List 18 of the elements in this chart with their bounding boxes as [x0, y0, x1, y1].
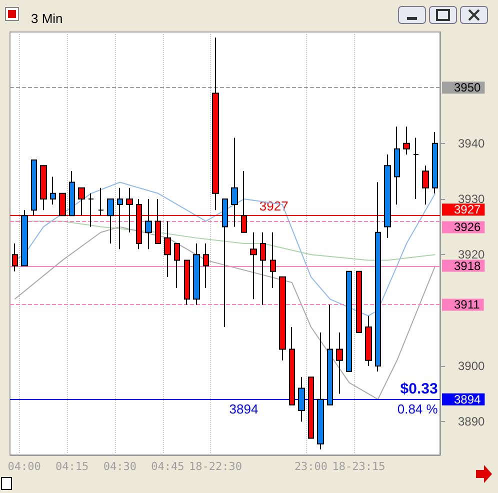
y-tick-label: 3940 [458, 136, 486, 150]
x-tick-label: 04:15 [56, 460, 89, 473]
x-tick-label: 04:30 [103, 460, 136, 473]
x-tick-label: 04:00 [8, 460, 41, 473]
ref-line-label: 3894 [454, 392, 482, 406]
ref-line-label: 3911 [454, 298, 480, 312]
x-tick-label: 18-22:30 [188, 460, 242, 473]
ref-line-label: 3950 [454, 80, 482, 95]
x-tick-label: 23:00 [294, 460, 328, 473]
y-tick-label: 3900 [458, 358, 486, 373]
y-tick-label: 3890 [458, 414, 486, 429]
ref-line-label: 3926 [454, 220, 482, 234]
x-tick-label: 18-23:15 [332, 460, 386, 473]
chart-title: 3 Min [31, 11, 63, 26]
annotation: $0.33 [400, 380, 438, 398]
annotation: 3894 [229, 401, 258, 416]
x-tick-label: 04:45 [151, 460, 184, 473]
annotation: 0.84 % [397, 401, 438, 416]
